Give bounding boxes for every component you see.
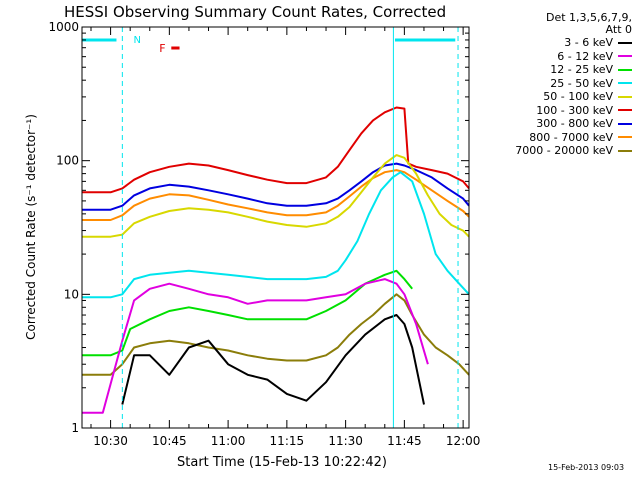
y-tick-label: 100 — [56, 154, 79, 168]
legend-swatch — [618, 68, 632, 71]
footer-timestamp: 15-Feb-2013 09:03 — [548, 463, 625, 472]
legend-item: 300 - 800 keV — [486, 117, 632, 131]
chart-title: HESSI Observing Summary Count Rates, Cor… — [64, 3, 446, 21]
legend-swatch — [618, 122, 632, 125]
legend-item: 12 - 25 keV — [486, 63, 632, 77]
legend-swatch — [618, 82, 632, 85]
flare-bar-label: F — [159, 42, 165, 55]
legend-item-label: 3 - 6 keV — [564, 36, 613, 49]
legend-item-label: 6 - 12 keV — [557, 49, 613, 63]
series-line-0 — [121, 314, 425, 405]
x-tick-label: 11:15 — [270, 434, 305, 448]
x-tick-label: 11:45 — [387, 434, 422, 448]
x-tick-label: 10:30 — [93, 434, 128, 448]
legend-swatch — [618, 41, 632, 44]
legend-detectors: Det 1,3,5,6,7,9, — [545, 11, 632, 24]
legend-item-label: 25 - 50 keV — [550, 76, 613, 90]
legend-item-label: 100 - 300 keV — [536, 103, 613, 117]
legend-swatch — [618, 149, 632, 152]
y-tick-label: 1 — [71, 421, 79, 435]
night-bar-label: N — [133, 35, 140, 46]
legend-item: 6 - 12 keV — [486, 50, 632, 64]
x-axis-label: Start Time (15-Feb-13 10:22:42) — [177, 455, 387, 470]
marker-layer: NF — [82, 27, 459, 428]
legend-item-label: 800 - 7000 keV — [529, 130, 613, 144]
legend-item: 100 - 300 keV — [486, 104, 632, 118]
x-tick-label: 10:45 — [152, 434, 187, 448]
x-tick-label: 11:30 — [328, 434, 363, 448]
series-line-4 — [82, 154, 470, 238]
legend-item-label: 7000 - 20000 keV — [515, 144, 613, 157]
series-line-3 — [82, 171, 470, 299]
y-tick-label: 1000 — [48, 20, 79, 34]
legend-swatch — [618, 109, 632, 112]
series-layer — [82, 106, 470, 414]
legend-item: 3 - 6 keV — [486, 36, 632, 50]
legend-item-label: 12 - 25 keV — [550, 63, 613, 76]
legend-swatch — [618, 55, 632, 58]
legend-item-label: 300 - 800 keV — [536, 117, 613, 130]
legend-item: 50 - 100 keV — [486, 90, 632, 104]
legend-swatch — [618, 136, 632, 139]
series-line-5 — [82, 106, 470, 194]
series-line-8 — [82, 293, 470, 376]
series-line-2 — [82, 269, 413, 357]
legend: Det 1,3,5,6,7,9, Att 0 3 - 6 keV 6 - 12 k… — [486, 12, 632, 158]
legend-swatch — [618, 95, 632, 98]
legend-item: 25 - 50 keV — [486, 77, 632, 91]
x-tick-label: 11:00 — [211, 434, 246, 448]
y-tick-label: 10 — [64, 287, 79, 301]
tick-layer: 1 10 100 1000 10:30 10:45 11:00 11:15 11:30 11:45… — [48, 20, 480, 448]
series-line-1 — [82, 278, 429, 414]
legend-item-label: 50 - 100 keV — [543, 90, 613, 103]
plot-frame — [81, 26, 470, 429]
x-tick-label: 12:00 — [446, 434, 481, 448]
legend-item: 7000 - 20000 keV — [486, 144, 632, 158]
legend-attenuator: Att 0 — [605, 23, 632, 36]
series-line-7 — [82, 169, 470, 221]
legend-items: 3 - 6 keV 6 - 12 keV 12 - 25 keV 25 - 50 ke… — [486, 36, 632, 158]
legend-item: 800 - 7000 keV — [486, 131, 632, 145]
y-axis-label: Corrected Count Rate (s⁻¹ detector⁻¹) — [24, 114, 38, 340]
